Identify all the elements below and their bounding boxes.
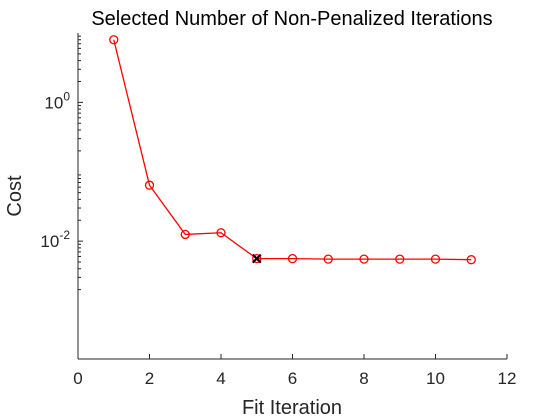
x-tick-label: 8 [359,369,368,388]
y-tick-base: 10 [40,232,59,251]
data-point-marker [466,255,476,265]
plot-area [77,33,507,360]
series-layer [109,35,476,265]
data-point-marker [323,254,333,264]
data-point-marker [287,253,298,264]
x-tick-label: 2 [145,369,154,388]
chart-title: Selected Number of Non-Penalized Iterati… [91,8,492,30]
y-axis-label: Cost [4,175,26,217]
data-point-marker [109,35,119,45]
data-point-marker [395,254,405,264]
data-point-marker [359,254,369,264]
data-point-marker [252,253,262,264]
y-tick-exponent: -2 [59,228,70,242]
y-tick-exponent: 0 [63,89,70,103]
x-ticks: 0 2 4 6 8 10 12 [73,354,516,388]
series-line [113,39,472,261]
data-point-marker [144,180,155,190]
selected-point-marker [251,253,262,264]
x-tick-label: 4 [216,369,225,388]
y-tick-label: 100 [44,89,70,112]
y-tick-label: 10-2 [40,228,70,251]
x-axis-label: Fit Iteration [242,397,342,419]
x-tick-label: 0 [73,369,82,388]
x-tick-label: 6 [288,369,297,388]
y-tick-base: 10 [44,93,63,112]
data-point-marker [430,254,441,264]
x-tick-label: 10 [426,369,445,388]
data-point-marker [180,229,190,240]
x-tick-label: 12 [498,369,517,388]
data-point-marker [216,228,226,238]
